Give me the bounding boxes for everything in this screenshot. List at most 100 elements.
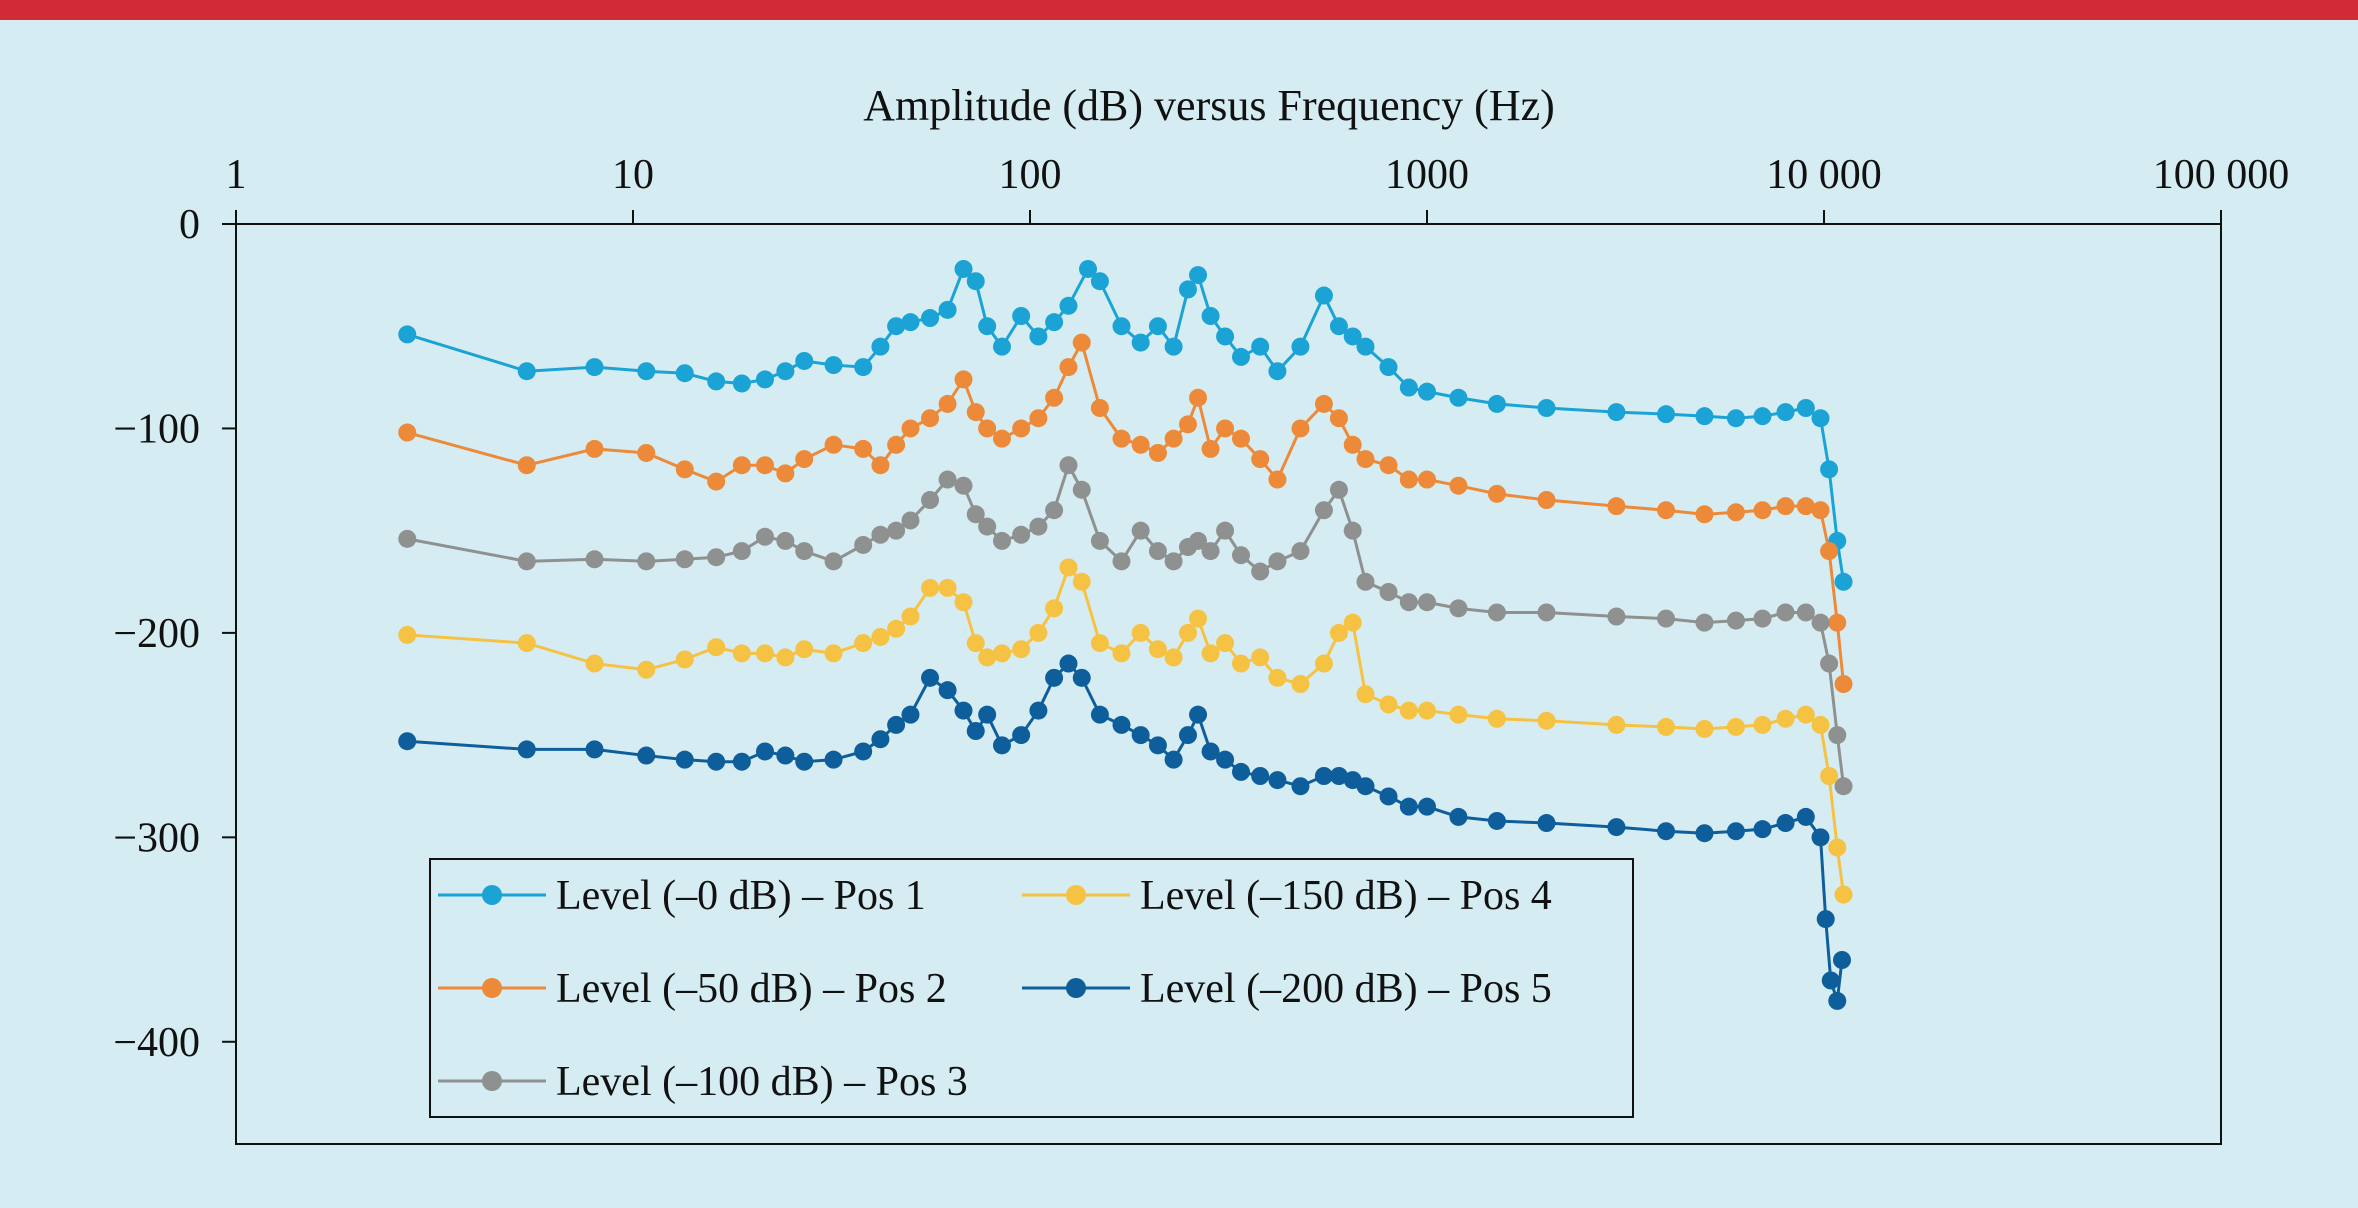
data-point: [1449, 599, 1468, 618]
data-point: [1148, 736, 1167, 755]
data-point: [1834, 675, 1853, 693]
legend-item: Level (–150 dB) – Pos 4: [1022, 873, 1552, 919]
data-point: [1487, 603, 1506, 622]
data-point: [1291, 777, 1310, 796]
data-point: [1657, 717, 1676, 736]
data-point: [938, 470, 957, 489]
data-point: [795, 450, 814, 469]
data-point: [954, 259, 973, 278]
data-point: [1231, 546, 1250, 565]
data-point: [871, 730, 890, 749]
data-point: [795, 542, 814, 561]
data-point: [1291, 675, 1310, 693]
data-point: [776, 531, 795, 550]
data-point: [966, 505, 985, 524]
data-point: [675, 550, 694, 569]
data-point: [921, 578, 940, 597]
data-point: [1201, 439, 1220, 458]
data-point: [1753, 715, 1772, 734]
data-point: [398, 529, 417, 548]
data-point: [1268, 771, 1287, 790]
data-point: [1045, 668, 1064, 687]
data-point: [1029, 623, 1048, 642]
data-point: [1796, 807, 1815, 826]
data-point: [1356, 450, 1375, 469]
data-point: [1379, 583, 1398, 601]
data-point: [1776, 814, 1795, 833]
data-point: [1329, 623, 1348, 642]
data-point: [966, 634, 985, 653]
data-point: [1045, 599, 1064, 618]
data-point: [901, 607, 920, 626]
data-point: [1090, 705, 1109, 724]
data-point: [732, 752, 751, 771]
data-point: [776, 648, 795, 667]
data-point: [1112, 644, 1131, 663]
data-point: [1178, 280, 1197, 299]
data-point: [1796, 603, 1815, 622]
data-point: [1379, 456, 1398, 475]
data-point: [1796, 497, 1815, 516]
data-point: [795, 351, 814, 370]
data-point: [1811, 715, 1830, 734]
data-point: [1090, 634, 1109, 653]
data-point: [901, 313, 920, 332]
x-tick-label: 100: [999, 152, 1062, 198]
data-point: [1201, 742, 1220, 761]
data-point: [824, 644, 843, 663]
data-point: [887, 521, 906, 540]
data-point: [954, 701, 973, 720]
data-point: [1201, 644, 1220, 663]
data-point: [978, 705, 997, 724]
data-point: [1189, 705, 1208, 724]
y-tick-label: −400: [113, 1020, 200, 1066]
data-point: [1811, 501, 1830, 520]
data-point: [1828, 991, 1847, 1010]
data-point: [1449, 705, 1468, 724]
data-point: [1607, 818, 1626, 837]
data-point: [1379, 358, 1398, 377]
data-point: [1189, 609, 1208, 628]
data-point: [1059, 558, 1078, 577]
legend-swatch-marker: [482, 885, 502, 905]
plot-frame: [235, 223, 2222, 1145]
data-point: [854, 742, 873, 761]
data-point: [707, 472, 726, 491]
data-point: [1379, 695, 1398, 714]
data-point: [1753, 407, 1772, 426]
data-point: [398, 732, 417, 751]
data-point: [675, 364, 694, 383]
data-point: [1356, 685, 1375, 704]
data-point: [1112, 317, 1131, 336]
x-tick-label: 1000: [1385, 152, 1469, 198]
data-point: [938, 300, 957, 319]
data-point: [1834, 777, 1853, 796]
data-point: [1537, 814, 1556, 833]
series-line: [406, 266, 1846, 583]
data-point: [901, 511, 920, 530]
x-tick-label: 10 000: [1766, 152, 1882, 198]
data-point: [921, 491, 940, 509]
series-4: [398, 558, 1853, 904]
data-point: [1379, 787, 1398, 806]
data-point: [1189, 266, 1208, 285]
data-point: [1418, 593, 1436, 612]
data-point: [1695, 613, 1714, 632]
data-point: [966, 722, 985, 741]
data-point: [1131, 333, 1150, 352]
data-point: [978, 648, 997, 667]
data-point: [938, 394, 957, 413]
data-point: [1251, 562, 1270, 581]
data-point: [707, 372, 726, 391]
legend-item: Level (–100 dB) – Pos 3: [438, 1059, 968, 1105]
legend-label: Level (–200 dB) – Pos 5: [1140, 966, 1552, 1012]
data-point: [585, 439, 604, 458]
legend-swatch-marker: [1066, 885, 1086, 905]
data-point: [1607, 607, 1626, 626]
data-point: [1418, 701, 1436, 720]
data-point: [992, 644, 1011, 663]
data-point: [1164, 750, 1183, 769]
data-point: [1268, 668, 1287, 687]
data-point: [954, 476, 973, 495]
